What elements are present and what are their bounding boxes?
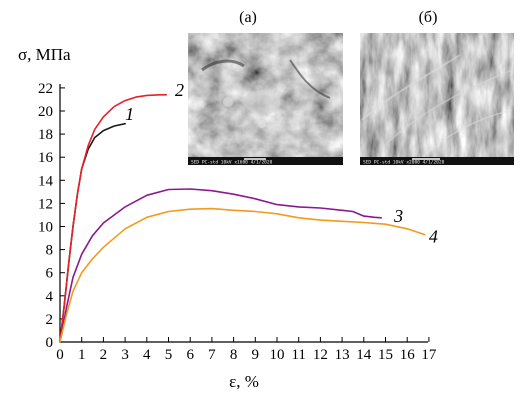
y-tick-label: 8 xyxy=(46,243,54,259)
sem-a-footer xyxy=(188,157,343,165)
y-tick-label: 10 xyxy=(38,220,53,236)
sem-a-footer-text: SED PC-std 10kV x1600 4/1/2020 xyxy=(191,160,273,166)
y-tick-label: 22 xyxy=(38,81,53,97)
x-axis-title: ε, % xyxy=(229,372,259,391)
x-tick-label: 12 xyxy=(313,347,328,363)
series-label-4: 4 xyxy=(429,227,438,247)
y-tick-label: 2 xyxy=(46,312,54,328)
y-ticks: 0 2 4 6 8 10 12 14 16 18 20 22 xyxy=(38,81,65,351)
series-line-1 xyxy=(59,122,126,343)
x-tick-label: 2 xyxy=(100,347,108,363)
x-tick-label: 3 xyxy=(121,347,129,363)
series-line-4 xyxy=(59,207,426,343)
y-tick-label: 0 xyxy=(46,335,54,351)
x-tick-label: 6 xyxy=(186,347,194,363)
x-tick-label: 17 xyxy=(421,347,437,363)
sem-inset-a: (а) SED PC-std 10kV x1600 4/1/2020 xyxy=(188,9,343,166)
y-tick-label: 6 xyxy=(46,266,54,282)
y-tick-label: 16 xyxy=(38,150,54,166)
x-tick-label: 4 xyxy=(143,347,151,363)
series-line-2 xyxy=(59,94,168,343)
y-tick-label: 18 xyxy=(38,127,53,143)
x-tick-label: 8 xyxy=(230,347,238,363)
series-layer xyxy=(59,94,426,343)
sem-b-footer-text: SED PC-std 10kV x2000 4/1/2020 xyxy=(363,160,445,166)
y-tick-label: 4 xyxy=(46,289,54,305)
x-ticks: 0 1 2 3 4 5 6 7 8 9 10 11 12 13 14 15 16 17 xyxy=(56,337,437,363)
series-label-3: 3 xyxy=(393,206,403,226)
series-label-1: 1 xyxy=(125,104,134,124)
inset-b-label: (б) xyxy=(419,9,438,26)
sem-b-footer xyxy=(360,157,514,165)
sem-image-b xyxy=(360,33,514,165)
x-tick-label: 10 xyxy=(270,347,285,363)
series-label-2: 2 xyxy=(175,80,184,100)
y-tick-label: 12 xyxy=(38,196,53,212)
sem-inset-b: (б) SED PC-std 10kV x2000 4/1/2020 xyxy=(360,9,514,166)
series-line-3 xyxy=(59,188,383,343)
sem-image-a-features xyxy=(201,59,331,128)
x-tick-label: 5 xyxy=(165,347,173,363)
x-tick-label: 9 xyxy=(252,347,260,363)
x-tick-label: 7 xyxy=(208,347,216,363)
x-tick-label: 1 xyxy=(78,347,86,363)
x-tick-label: 16 xyxy=(400,347,416,363)
x-tick-label: 14 xyxy=(356,347,372,363)
x-tick-label: 11 xyxy=(291,347,305,363)
y-tick-label: 14 xyxy=(38,173,54,189)
x-tick-label: 15 xyxy=(378,347,393,363)
sem-image-b-features xyxy=(361,54,513,161)
axes: 0 1 2 3 4 5 6 7 8 9 10 11 12 13 14 15 16 17 0246810121416… xyxy=(38,81,437,363)
inset-a-label: (а) xyxy=(239,9,257,26)
x-tick-label: 0 xyxy=(56,347,64,363)
y-axis-title: σ, МПа xyxy=(18,45,71,64)
series-labels: 1 2 3 4 xyxy=(125,80,438,247)
x-tick-label: 13 xyxy=(335,347,350,363)
y-tick-label: 20 xyxy=(38,104,53,120)
